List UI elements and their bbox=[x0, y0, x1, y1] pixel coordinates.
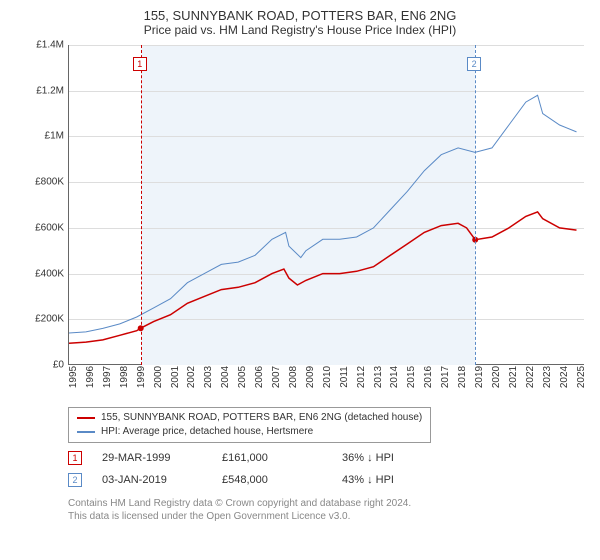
x-axis-label: 2014 bbox=[389, 366, 400, 388]
series-line-property bbox=[69, 212, 577, 343]
y-axis-label: £1M bbox=[45, 131, 64, 142]
event-row: 1 29-MAR-1999 £161,000 36% ↓ HPI bbox=[68, 451, 584, 465]
chart-area: £0£200K£400K£600K£800K£1M£1.2M£1.4M19951… bbox=[24, 45, 584, 405]
event-number-box: 1 bbox=[68, 451, 82, 465]
x-axis-label: 2008 bbox=[288, 366, 299, 388]
series-line-hpi bbox=[69, 95, 577, 333]
x-axis-label: 2018 bbox=[457, 366, 468, 388]
y-axis-label: £1.2M bbox=[36, 85, 64, 96]
y-axis-label: £400K bbox=[35, 268, 64, 279]
x-axis-label: 1995 bbox=[68, 366, 79, 388]
x-axis-label: 2012 bbox=[356, 366, 367, 388]
x-axis-label: 2011 bbox=[339, 366, 350, 388]
x-axis-label: 2000 bbox=[153, 366, 164, 388]
x-axis-label: 2021 bbox=[508, 366, 519, 388]
event-vline bbox=[475, 45, 476, 365]
event-vline bbox=[141, 45, 142, 365]
event-price: £548,000 bbox=[222, 474, 322, 486]
x-axis-label: 2016 bbox=[423, 366, 434, 388]
legend-label-property: 155, SUNNYBANK ROAD, POTTERS BAR, EN6 2N… bbox=[101, 411, 422, 425]
x-axis-label: 2020 bbox=[491, 366, 502, 388]
y-axis-label: £200K bbox=[35, 314, 64, 325]
chart-title: 155, SUNNYBANK ROAD, POTTERS BAR, EN6 2N… bbox=[16, 8, 584, 23]
x-axis-label: 2003 bbox=[203, 366, 214, 388]
legend-swatch-hpi bbox=[77, 431, 95, 433]
chart-container: 155, SUNNYBANK ROAD, POTTERS BAR, EN6 2N… bbox=[0, 0, 600, 560]
x-axis-label: 2019 bbox=[474, 366, 485, 388]
legend-swatch-property bbox=[77, 417, 95, 419]
x-axis-label: 2024 bbox=[559, 366, 570, 388]
x-axis-label: 1998 bbox=[119, 366, 130, 388]
event-date: 29-MAR-1999 bbox=[102, 452, 202, 464]
event-date: 03-JAN-2019 bbox=[102, 474, 202, 486]
event-delta: 43% ↓ HPI bbox=[342, 474, 442, 486]
footer-line-2: This data is licensed under the Open Gov… bbox=[68, 510, 584, 523]
plot-svg bbox=[69, 45, 585, 365]
y-axis-label: £800K bbox=[35, 177, 64, 188]
y-axis-label: £0 bbox=[53, 360, 64, 371]
legend: 155, SUNNYBANK ROAD, POTTERS BAR, EN6 2N… bbox=[68, 407, 431, 443]
legend-row-property: 155, SUNNYBANK ROAD, POTTERS BAR, EN6 2N… bbox=[77, 411, 422, 425]
x-axis-label: 2009 bbox=[305, 366, 316, 388]
x-axis-label: 2023 bbox=[542, 366, 553, 388]
x-axis-label: 2013 bbox=[373, 366, 384, 388]
x-axis-label: 2025 bbox=[576, 366, 587, 388]
x-axis-label: 2015 bbox=[406, 366, 417, 388]
legend-row-hpi: HPI: Average price, detached house, Hert… bbox=[77, 425, 422, 439]
x-axis-label: 1997 bbox=[102, 366, 113, 388]
event-delta: 36% ↓ HPI bbox=[342, 452, 442, 464]
x-axis-label: 2007 bbox=[271, 366, 282, 388]
event-row: 2 03-JAN-2019 £548,000 43% ↓ HPI bbox=[68, 473, 584, 487]
plot-region bbox=[68, 45, 584, 365]
event-marker: 2 bbox=[467, 57, 481, 71]
x-axis-label: 2010 bbox=[322, 366, 333, 388]
x-axis-label: 1996 bbox=[85, 366, 96, 388]
x-axis-label: 2022 bbox=[525, 366, 536, 388]
event-number-box: 2 bbox=[68, 473, 82, 487]
x-axis-label: 2017 bbox=[440, 366, 451, 388]
x-axis-label: 2001 bbox=[170, 366, 181, 388]
x-axis-label: 1999 bbox=[136, 366, 147, 388]
event-price: £161,000 bbox=[222, 452, 322, 464]
footer: Contains HM Land Registry data © Crown c… bbox=[68, 497, 584, 523]
events-list: 1 29-MAR-1999 £161,000 36% ↓ HPI 2 03-JAN-201… bbox=[16, 451, 584, 487]
legend-label-hpi: HPI: Average price, detached house, Hert… bbox=[101, 425, 313, 439]
footer-line-1: Contains HM Land Registry data © Crown c… bbox=[68, 497, 584, 510]
x-axis-label: 2006 bbox=[254, 366, 265, 388]
y-axis-label: £1.4M bbox=[36, 40, 64, 51]
x-axis-label: 2004 bbox=[220, 366, 231, 388]
chart-subtitle: Price paid vs. HM Land Registry's House … bbox=[16, 23, 584, 37]
event-marker: 1 bbox=[133, 57, 147, 71]
x-axis-label: 2002 bbox=[186, 366, 197, 388]
y-axis-label: £600K bbox=[35, 222, 64, 233]
x-axis-label: 2005 bbox=[237, 366, 248, 388]
